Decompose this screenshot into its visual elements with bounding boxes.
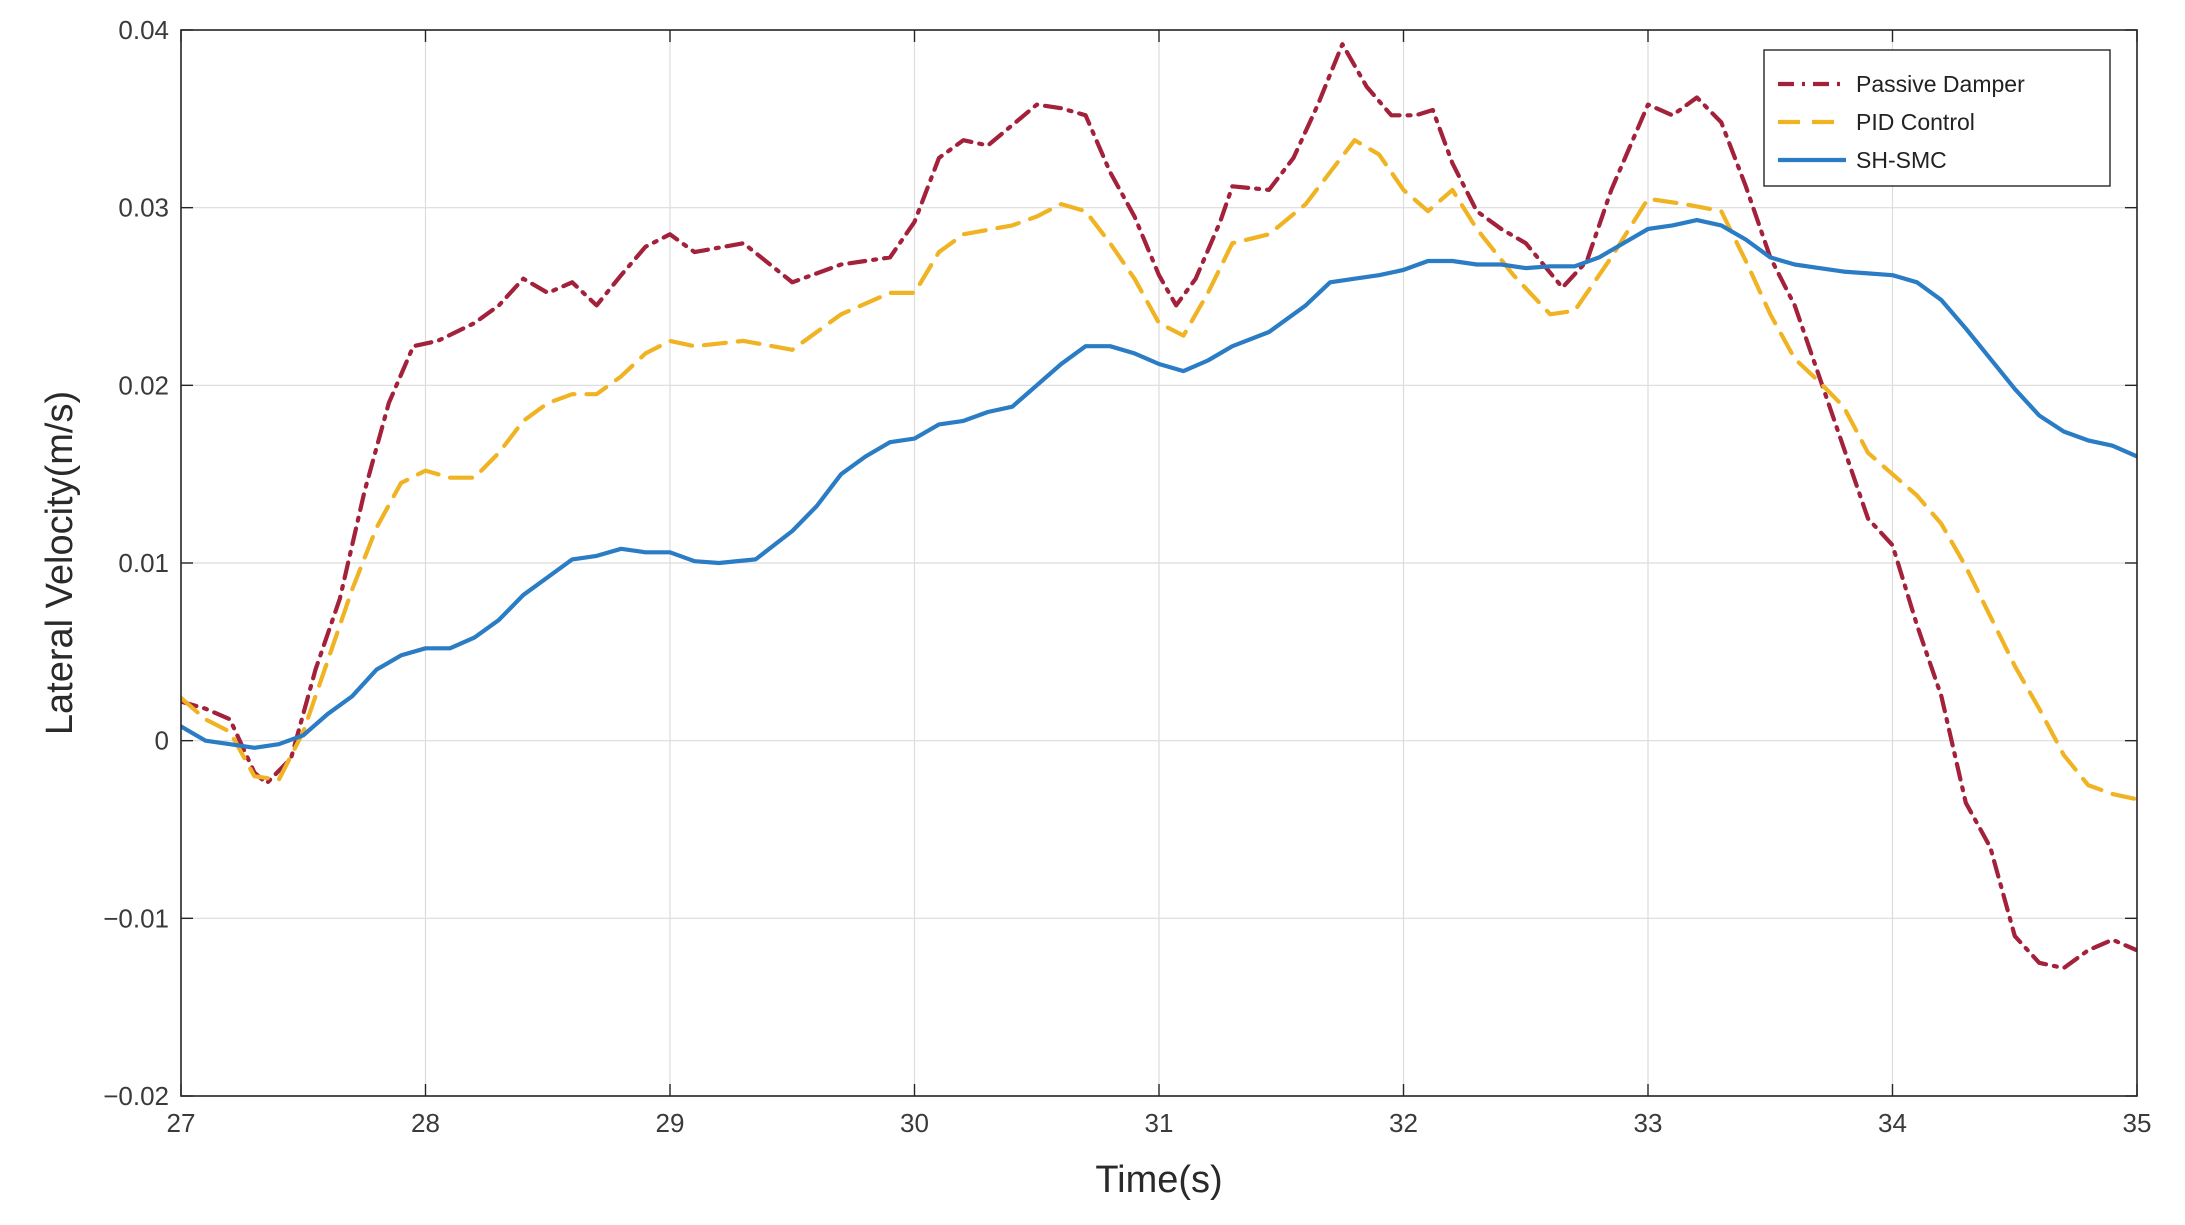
y-tick-label: 0 (155, 726, 169, 756)
y-tick-label: 0.03 (118, 193, 169, 223)
y-tick-label: −0.01 (103, 903, 169, 933)
y-tick-label: 0.01 (118, 548, 169, 578)
x-tick-label: 27 (167, 1108, 196, 1138)
series-layer (181, 42, 2137, 971)
x-tick-label: 33 (1634, 1108, 1663, 1138)
y-axis-label: Lateral Velocity(m/s) (39, 391, 81, 735)
y-tick-label: 0.04 (118, 15, 169, 45)
legend-label: SH-SMC (1856, 147, 1947, 173)
x-tick-label: 35 (2123, 1108, 2152, 1138)
x-tick-label: 29 (656, 1108, 685, 1138)
series-line-passive-damper (181, 42, 2137, 971)
x-tick-label: 28 (411, 1108, 440, 1138)
series-line-pid-control (181, 138, 2137, 802)
y-tick-labels: −0.02 −0.01 0 0.01 0.02 0.03 0.04 (103, 15, 169, 1111)
legend-box (1763, 49, 2111, 187)
y-tick-label: 0.02 (118, 370, 169, 400)
x-tick-label: 30 (900, 1108, 929, 1138)
series-line-sh-smc (181, 218, 2137, 750)
legend-label: PID Control (1856, 109, 1975, 135)
x-axis-label: Time(s) (1095, 1159, 1222, 1201)
x-tick-label: 34 (1878, 1108, 1907, 1138)
x-tick-label: 31 (1145, 1108, 1174, 1138)
legend: Passive Damper PID Control SH-SMC (1763, 49, 2111, 187)
x-tick-label: 32 (1389, 1108, 1418, 1138)
y-tick-label: −0.02 (103, 1081, 169, 1111)
x-tick-labels: 27 28 29 30 31 32 33 34 35 (167, 1108, 2152, 1138)
legend-label: Passive Damper (1856, 71, 2025, 97)
ticks (180, 29, 2138, 1097)
